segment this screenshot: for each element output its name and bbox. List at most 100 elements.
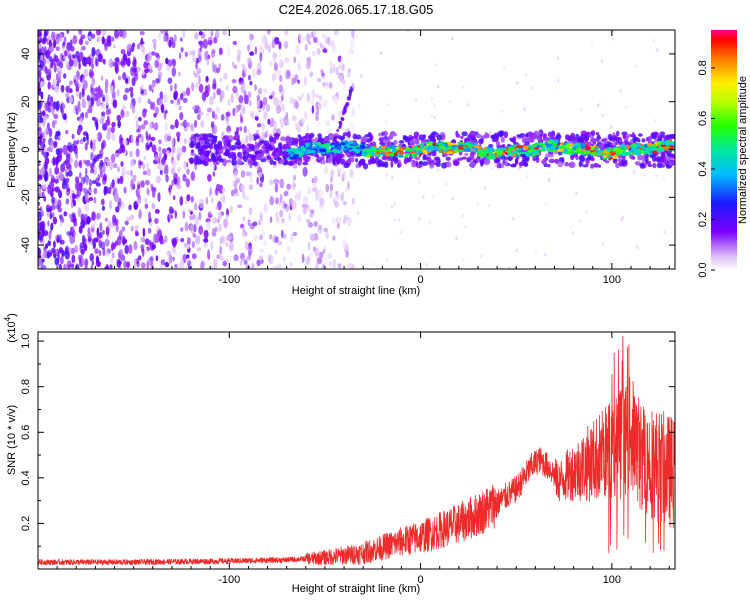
spectrogram-cell — [125, 77, 129, 84]
spectrogram-cell — [98, 162, 103, 170]
spectrogram-cell — [601, 113, 604, 118]
spectrogram-cell — [159, 98, 163, 106]
spectrogram-cell — [325, 232, 330, 239]
spectrogram-cell — [309, 132, 315, 138]
spectrogram-cell — [469, 151, 475, 157]
spectrogram-cell — [462, 258, 465, 263]
spectrogram-cell — [85, 159, 91, 167]
spectrogram-cell — [590, 152, 596, 157]
spectrogram-cell — [58, 264, 62, 269]
spectrogram-cell — [558, 157, 564, 163]
spectrogram-cell — [172, 58, 177, 68]
spectrogram-cell — [53, 140, 58, 146]
spectrogram-cell — [242, 72, 246, 78]
spectrogram-cell — [38, 30, 42, 38]
spectrogram-cell — [43, 195, 47, 202]
spectrogram-cell — [102, 94, 105, 101]
spectrogram-cell — [285, 111, 289, 121]
spectrogram-cell — [590, 43, 594, 47]
spectrogram-cell — [252, 68, 256, 78]
spectrogram-cell — [200, 260, 205, 269]
spectrogram-cell — [180, 227, 184, 233]
spectrogram-cell — [451, 36, 454, 41]
spectrogram-cell — [165, 64, 171, 72]
spectrogram-cell — [411, 153, 416, 158]
colorbar-tick-label: 0.4 — [697, 161, 709, 176]
spectrogram-cell — [331, 114, 335, 121]
spectrogram-cell — [322, 249, 326, 255]
spectrogram-cell — [45, 127, 48, 135]
spectrogram-cell — [208, 210, 212, 216]
spectrogram-cell — [632, 136, 637, 143]
spectrogram-cell — [82, 237, 87, 244]
spectrogram-cell — [110, 126, 115, 134]
spectrogram-cell — [118, 229, 123, 240]
spectrogram-cell — [323, 165, 329, 175]
spectrogram-cell — [157, 71, 163, 78]
spectrogram-cell — [573, 136, 578, 141]
spectrogram-cell — [117, 178, 120, 185]
spectrogram-cell — [439, 150, 445, 153]
spectrogram-cell — [88, 178, 93, 187]
spectrogram-cell — [136, 179, 141, 185]
spectrogram-cell — [432, 147, 439, 151]
spectrogram-cell — [192, 232, 196, 238]
spectrogram-cell — [342, 201, 347, 206]
spectrogram-cell — [461, 214, 464, 218]
spectrogram-cell — [309, 252, 314, 258]
spectrogram-cell — [273, 178, 279, 185]
spectrogram-cell — [154, 209, 160, 214]
spectrogram-cell — [261, 123, 266, 131]
spectrogram-cell — [195, 235, 201, 245]
spectrogram-cell — [183, 138, 188, 145]
spectrogram-cell — [398, 140, 405, 144]
spectrogram-cell — [241, 63, 246, 69]
spectrogram-cell — [576, 136, 583, 143]
spectrogram-cell — [210, 30, 214, 37]
spectrogram-cell — [578, 154, 585, 162]
spectrogram-cell — [288, 148, 294, 151]
spectrogram-cell — [286, 137, 293, 144]
spectrogram-cell — [135, 120, 139, 130]
spectrogram-cell — [44, 157, 50, 165]
spectrogram-cell — [140, 262, 146, 269]
spectrogram-cell — [240, 115, 244, 124]
spectrogram-cell — [594, 146, 598, 150]
spectrogram-cell — [59, 214, 63, 220]
spectrogram-cell — [222, 236, 227, 244]
spectrogram-cell — [531, 133, 538, 140]
spectrogram-cell — [496, 154, 503, 157]
spectrogram-cell — [625, 144, 630, 148]
spectrogram-cell — [49, 206, 52, 213]
spectrogram-cell — [315, 115, 319, 121]
spectrogram-cell — [220, 196, 226, 201]
spectrogram-cell — [93, 196, 97, 204]
spectrogram-cell — [289, 96, 294, 105]
spectrogram-y-tick-label: 40 — [20, 48, 32, 60]
spectrogram-cell — [317, 102, 322, 110]
spectrogram-cell — [135, 148, 140, 158]
spectrogram-cell — [348, 90, 352, 94]
spectrogram-cell — [203, 229, 209, 239]
spectrogram-cell — [307, 241, 311, 251]
spectrogram-cell — [524, 73, 528, 77]
spectrogram-cell — [293, 137, 299, 145]
spectrogram-cell — [114, 30, 120, 39]
spectrogram-cell — [171, 67, 176, 77]
spectrogram-cell — [311, 50, 317, 57]
spectrogram-cell — [107, 39, 112, 47]
snr-frame — [37, 331, 676, 570]
spectrogram-cell — [557, 79, 560, 83]
spectrogram-cell — [634, 161, 641, 166]
spectrogram-cell — [71, 133, 75, 140]
spectrogram-cell — [152, 42, 157, 51]
spectrogram-cell — [103, 58, 106, 65]
spectrogram-cell — [38, 248, 41, 255]
spectrogram-cell — [318, 188, 323, 197]
spectrogram-cell — [218, 63, 222, 71]
spectrogram-y-axis-label: Frequency (Hz) — [6, 112, 18, 188]
spectrogram-cell — [518, 161, 524, 167]
spectrogram-cell — [38, 214, 41, 223]
spectrogram-cell — [189, 263, 194, 268]
spectrogram-cell — [600, 59, 604, 63]
